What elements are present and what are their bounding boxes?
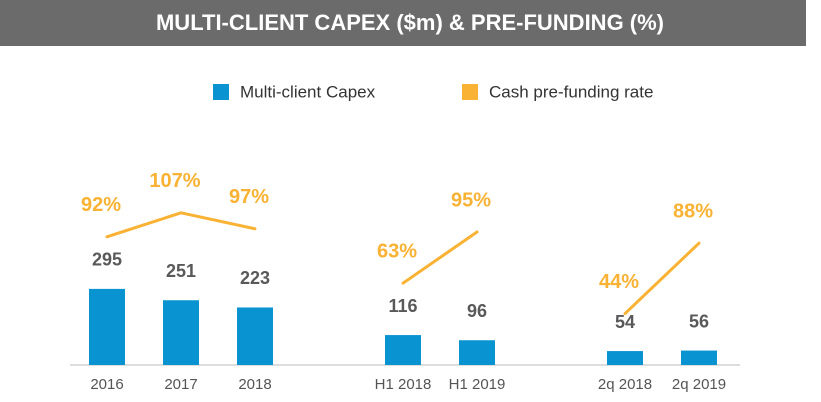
bar-value-label: 116 xyxy=(388,296,417,316)
legend-label: Multi-client Capex xyxy=(240,82,376,101)
x-tick-label: H1 2018 xyxy=(375,376,432,393)
line-segment xyxy=(401,230,479,285)
line-value-label: 97% xyxy=(229,186,269,208)
line-segment xyxy=(105,211,257,239)
bar-value-label: 54 xyxy=(615,312,635,332)
legend-swatch xyxy=(462,84,478,100)
title-bar xyxy=(0,0,806,46)
line-value-label: 44% xyxy=(599,271,639,293)
line-segment xyxy=(623,241,701,316)
x-tick-label: 2017 xyxy=(164,376,197,393)
bar-value-label: 96 xyxy=(467,301,487,321)
bar-value-label: 56 xyxy=(689,311,709,331)
x-tick-label: 2q 2018 xyxy=(598,376,652,393)
line-value-label: 95% xyxy=(451,189,491,211)
legend-label: Cash pre-funding rate xyxy=(489,82,653,101)
line-value-label: 88% xyxy=(673,200,713,222)
x-tick-label: 2016 xyxy=(90,376,123,393)
x-tick-label: 2q 2019 xyxy=(672,376,726,393)
bar xyxy=(237,307,273,365)
line-value-label: 63% xyxy=(377,240,417,262)
bar xyxy=(607,351,643,365)
bar xyxy=(385,335,421,365)
bar-value-label: 251 xyxy=(166,261,196,281)
bar xyxy=(459,340,495,365)
bar-value-label: 223 xyxy=(240,268,270,288)
bar xyxy=(681,350,717,365)
chart-title: MULTI-CLIENT CAPEX ($m) & PRE-FUNDING (%… xyxy=(156,10,664,35)
x-tick-label: 2018 xyxy=(238,376,271,393)
line-value-label: 107% xyxy=(149,170,200,192)
line-value-label: 92% xyxy=(81,194,121,216)
x-tick-label: H1 2019 xyxy=(449,376,506,393)
legend-swatch xyxy=(213,84,229,100)
bar xyxy=(163,300,199,365)
bar-value-label: 295 xyxy=(92,250,122,270)
bar xyxy=(89,288,125,365)
